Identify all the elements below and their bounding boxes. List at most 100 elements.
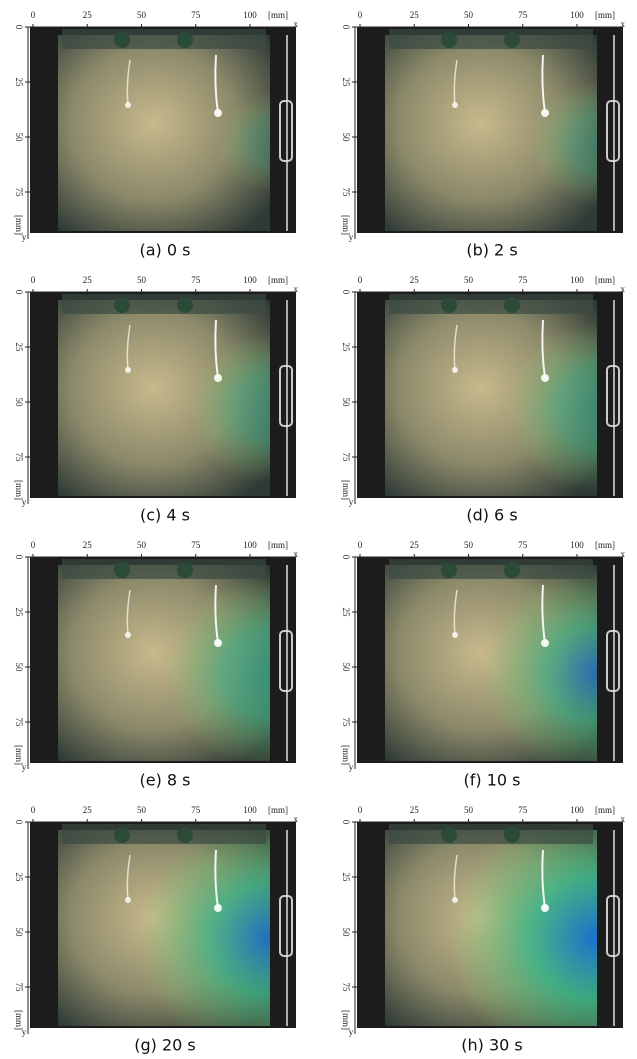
tank-dye: [58, 830, 270, 1026]
y-tick-label: 50: [341, 663, 351, 673]
glow: [125, 897, 131, 903]
x-tick-label: 75: [518, 275, 528, 285]
x-tick-label: 0: [358, 805, 363, 815]
x-tick-label: 100: [570, 805, 584, 815]
y-axis-label: y: [349, 762, 354, 772]
x-tick-label: 0: [31, 540, 36, 550]
y-tick-label: 0: [14, 25, 24, 30]
port: [177, 562, 193, 578]
glow: [214, 374, 222, 382]
tank-dye: [58, 565, 270, 761]
y-tick-label: 75: [14, 453, 24, 463]
x-axis-label: x: [294, 814, 299, 824]
tank-top: [389, 559, 593, 579]
x-tick-label: 50: [137, 540, 147, 550]
y-axis-label: y: [349, 1027, 354, 1037]
tank-top: [62, 824, 266, 844]
port: [441, 297, 457, 313]
tank-top: [389, 824, 593, 844]
x-unit: [mm]: [268, 10, 288, 20]
port: [504, 562, 520, 578]
caption: (c) 4 s: [140, 506, 190, 525]
y-tick-label: 0: [341, 555, 351, 560]
port: [114, 827, 130, 843]
y-tick-label: 0: [341, 25, 351, 30]
x-tick-label: 0: [31, 275, 36, 285]
glow: [452, 102, 458, 108]
x-tick-label: 0: [358, 10, 363, 20]
y-tick-label: 25: [14, 343, 24, 353]
tank-top: [62, 29, 266, 49]
y-tick-label: 75: [341, 983, 351, 993]
x-tick-label: 25: [83, 540, 93, 550]
y-tick-label: 25: [14, 873, 24, 883]
glow: [452, 632, 458, 638]
x-tick-label: 50: [137, 10, 147, 20]
y-tick-label: 50: [14, 928, 24, 938]
y-axis-label: y: [22, 1027, 27, 1037]
x-tick-label: 100: [243, 805, 257, 815]
x-unit: [mm]: [268, 540, 288, 550]
y-tick-label: 0: [14, 820, 24, 825]
tank-top: [62, 294, 266, 314]
tank-dye: [385, 830, 597, 1026]
y-tick-label: 50: [14, 663, 24, 673]
x-tick-label: 50: [464, 805, 474, 815]
tank-dye: [58, 35, 270, 231]
glow: [214, 639, 222, 647]
y-axis-label: y: [22, 497, 27, 507]
x-axis-label: x: [294, 19, 299, 29]
x-unit: [mm]: [595, 275, 615, 285]
x-axis-label: x: [621, 284, 626, 294]
x-tick-label: 0: [358, 540, 363, 550]
y-tick-label: 75: [14, 188, 24, 198]
tank-top: [389, 294, 593, 314]
y-tick-label: 75: [341, 188, 351, 198]
tank-top: [389, 29, 593, 49]
x-tick-label: 25: [410, 275, 420, 285]
x-tick-label: 100: [243, 275, 257, 285]
port: [441, 562, 457, 578]
glow: [541, 904, 549, 912]
port: [114, 32, 130, 48]
caption: (f) 10 s: [464, 771, 521, 790]
y-tick-label: 25: [341, 343, 351, 353]
x-tick-label: 0: [31, 10, 36, 20]
x-tick-label: 50: [464, 540, 474, 550]
y-axis-label: y: [349, 232, 354, 242]
y-axis-label: y: [22, 232, 27, 242]
x-tick-label: 100: [570, 275, 584, 285]
y-tick-label: 50: [14, 133, 24, 143]
x-axis-label: x: [621, 19, 626, 29]
x-unit: [mm]: [595, 805, 615, 815]
x-tick-label: 100: [243, 10, 257, 20]
y-tick-label: 75: [14, 718, 24, 728]
glow: [541, 639, 549, 647]
y-tick-label: 25: [341, 873, 351, 883]
caption: (b) 2 s: [466, 241, 517, 260]
x-unit: [mm]: [595, 10, 615, 20]
x-tick-label: 25: [410, 540, 420, 550]
port: [504, 32, 520, 48]
port: [177, 297, 193, 313]
x-tick-label: 75: [191, 805, 201, 815]
caption: (h) 30 s: [461, 1036, 523, 1055]
glow: [452, 367, 458, 373]
port: [177, 32, 193, 48]
port: [114, 297, 130, 313]
y-tick-label: 75: [341, 453, 351, 463]
x-tick-label: 75: [518, 10, 528, 20]
port: [177, 827, 193, 843]
y-tick-label: 50: [341, 133, 351, 143]
tank-top: [62, 559, 266, 579]
caption: (a) 0 s: [140, 241, 191, 260]
y-tick-label: 0: [14, 290, 24, 295]
port: [441, 827, 457, 843]
port: [504, 827, 520, 843]
x-axis-label: x: [294, 549, 299, 559]
y-tick-label: 0: [341, 820, 351, 825]
